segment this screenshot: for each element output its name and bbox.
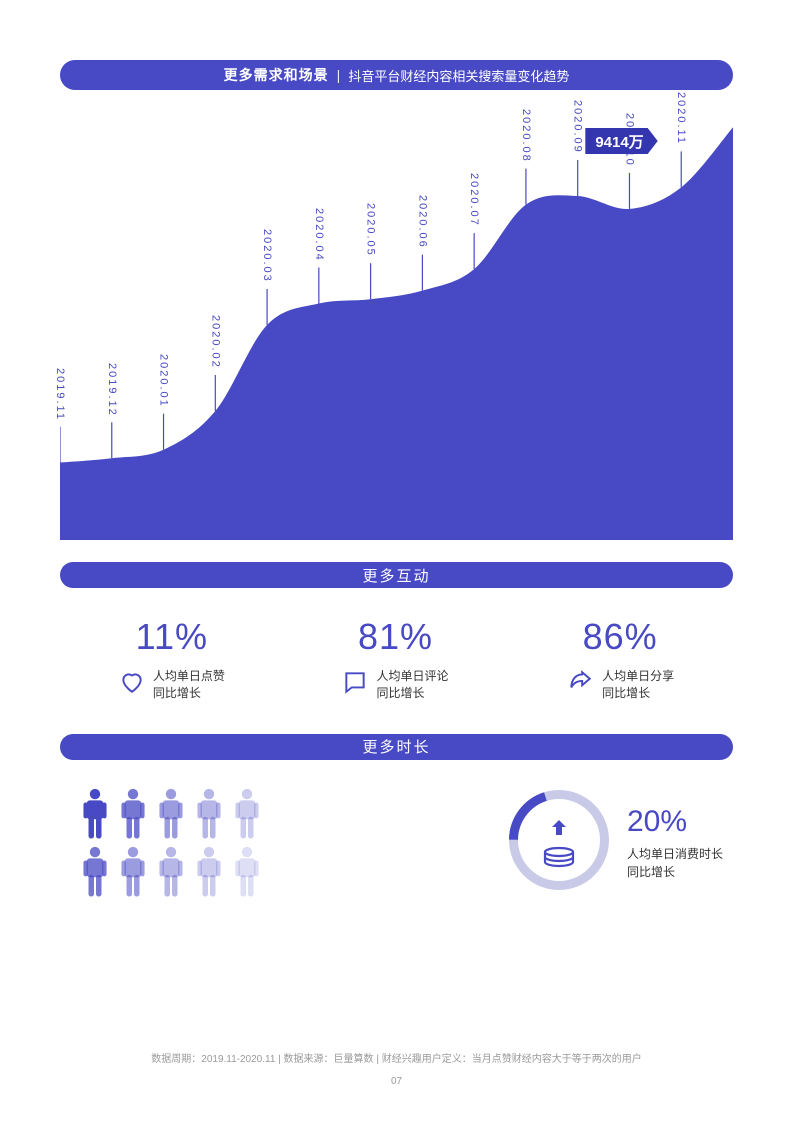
comment-icon — [342, 669, 368, 700]
chart-tick-label: 2019.11 — [54, 368, 66, 421]
stat-item: 11% 人均单日点赞同比增长 — [119, 616, 225, 702]
stat-label: 人均单日点赞同比增长 — [153, 668, 225, 702]
chart-tick-label: 2020.02 — [209, 315, 221, 369]
duration-line1: 人均单日消费时长 — [627, 845, 723, 863]
person-icon — [80, 788, 110, 840]
heart-icon — [119, 669, 145, 700]
chart-tick-label: 2020.08 — [520, 109, 532, 163]
people-grid — [80, 788, 262, 898]
person-icon — [194, 788, 224, 840]
person-icon — [194, 846, 224, 898]
duration-row: 20% 人均单日消费时长 同比增长 — [60, 788, 733, 898]
person-icon — [118, 846, 148, 898]
person-icon — [156, 846, 186, 898]
duration-progress-ring — [509, 790, 609, 895]
chart-tick-label: 2020.03 — [261, 229, 273, 283]
search-trend-chart: 2019.112019.122020.012020.022020.032020.… — [60, 110, 733, 540]
header-separator: | — [337, 67, 341, 83]
interaction-stats-row: 11% 人均单日点赞同比增长 81% 人均单日评论同比增长 86% 人均单日分享… — [60, 616, 733, 702]
header-title-bold: 更多需求和场景 — [224, 65, 329, 85]
stat-value: 86% — [566, 616, 674, 658]
duration-line2: 同比增长 — [627, 863, 723, 881]
duration-text-block: 20% 人均单日消费时长 同比增长 — [627, 805, 723, 881]
header-pill: 更多需求和场景 | 抖音平台财经内容相关搜索量变化趋势 — [60, 60, 733, 90]
person-icon — [232, 788, 262, 840]
person-icon — [232, 846, 262, 898]
footer-line: 数据周期：2019.11-2020.11 | 数据来源：巨量算数 | 财经兴趣用… — [0, 1052, 793, 1068]
stat-label: 人均单日评论同比增长 — [376, 668, 448, 702]
duration-value: 20% — [627, 805, 723, 839]
chart-tick-label: 2020.09 — [572, 100, 584, 154]
chart-tick-label: 2020.11 — [675, 92, 687, 145]
share-icon — [566, 669, 594, 700]
page-number: 07 — [0, 1074, 793, 1090]
stat-label: 人均单日分享同比增长 — [602, 668, 674, 702]
chart-tick-label: 2020.01 — [158, 354, 170, 408]
chart-tick-label: 2019.12 — [106, 363, 118, 417]
duration-ring-block: 20% 人均单日消费时长 同比增长 — [509, 790, 723, 895]
header-title-thin: 抖音平台财经内容相关搜索量变化趋势 — [348, 66, 569, 85]
person-icon — [156, 788, 186, 840]
stat-value: 81% — [342, 616, 448, 658]
section-duration-title: 更多时长 — [362, 736, 430, 757]
chart-tick-label: 2020.06 — [416, 195, 428, 249]
footer: 数据周期：2019.11-2020.11 | 数据来源：巨量算数 | 财经兴趣用… — [0, 1052, 793, 1090]
stat-item: 86% 人均单日分享同比增长 — [566, 616, 674, 702]
person-icon — [118, 788, 148, 840]
section-duration-pill: 更多时长 — [60, 734, 733, 760]
chart-callout: 9414万 — [585, 128, 657, 154]
chart-tick-label: 2020.07 — [468, 173, 480, 227]
person-icon — [80, 846, 110, 898]
chart-tick-label: 2020.05 — [365, 203, 377, 257]
stat-value: 11% — [119, 616, 225, 658]
section-interaction-title: 更多互动 — [362, 565, 430, 586]
chart-tick-label: 2020.04 — [313, 208, 325, 262]
stat-item: 81% 人均单日评论同比增长 — [342, 616, 448, 702]
section-interaction-pill: 更多互动 — [60, 562, 733, 588]
